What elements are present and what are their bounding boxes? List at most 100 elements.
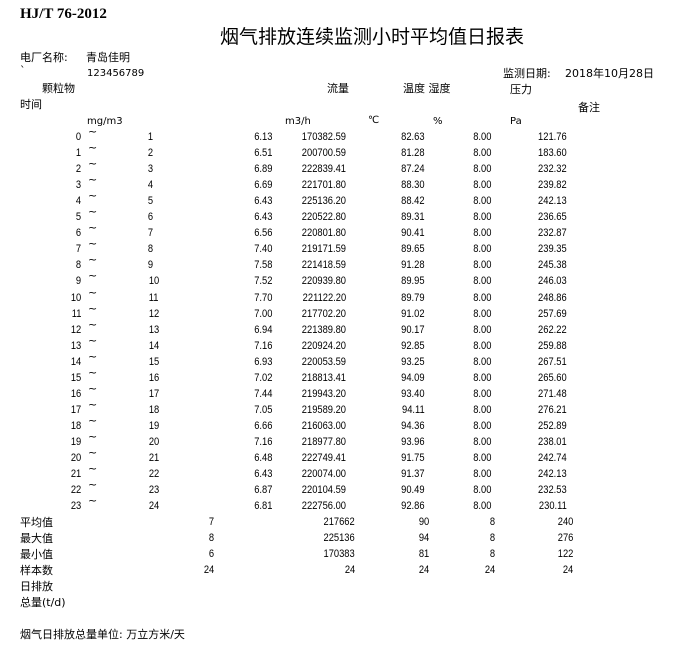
temp-value: 94.09 (401, 371, 425, 384)
hour-end: 23 (148, 484, 160, 497)
hour-start: 9 (75, 275, 81, 288)
pressure-value: 271.48 (538, 387, 567, 400)
summary-value: 276 (557, 532, 573, 544)
pressure-value: 238.01 (538, 435, 567, 448)
hour-end: 24 (148, 500, 160, 513)
humidity-value: 8.00 (472, 147, 491, 160)
summary-value: 24 (344, 564, 355, 576)
hour-start: 3 (75, 179, 81, 192)
flow-value: 220522.80 (301, 211, 346, 224)
summary-label: 样本数 (20, 564, 53, 577)
pressure-value: 252.89 (538, 419, 567, 432)
humidity-value: 8.00 (472, 243, 491, 256)
hour-start: 7 (75, 243, 81, 256)
tilde-separator: ~ (88, 301, 98, 315)
pressure-value: 232.87 (538, 227, 567, 240)
dust-value: 6.56 (253, 227, 272, 240)
temp-value: 92.85 (401, 339, 425, 352)
summary-label: 总量(t/d) (20, 596, 66, 609)
summary-value: 225136 (323, 532, 355, 544)
humidity-value: 8.00 (472, 452, 491, 464)
hour-start: 13 (70, 339, 81, 352)
tilde-separator: ~ (88, 221, 98, 235)
flow-value: 221701.80 (301, 179, 346, 192)
dust-value: 6.93 (253, 355, 272, 368)
plant-name: 青岛佳明 (86, 51, 130, 64)
pressure-value: 262.22 (538, 323, 567, 336)
hour-end: 12 (148, 307, 160, 320)
dust-value: 7.70 (253, 291, 272, 304)
tilde-separator: ~ (88, 285, 98, 299)
hour-start: 19 (70, 435, 81, 448)
humidity-value: 8.00 (472, 403, 491, 416)
dust-value: 7.05 (253, 403, 272, 416)
tilde-separator: ~ (88, 462, 98, 476)
humidity-value: 8.00 (472, 179, 491, 192)
tilde-separator: ~ (88, 349, 98, 363)
flow-value: 218977.80 (301, 435, 346, 448)
temp-value: 81.28 (401, 147, 425, 160)
summary-label: 平均值 (20, 516, 53, 529)
tilde-separator: ~ (88, 253, 98, 267)
header-pressure: 压力 (510, 83, 532, 96)
tilde-separator: ~ (88, 173, 98, 187)
flow-value: 170382.59 (301, 131, 346, 143)
flow-value: 220053.59 (301, 355, 346, 368)
dust-value: 7.44 (253, 387, 272, 400)
flow-value: 216063.00 (301, 419, 346, 432)
humidity-value: 8.00 (472, 339, 491, 352)
mark: ` (20, 64, 26, 77)
tilde-separator: ~ (88, 494, 98, 508)
temp-value: 87.24 (401, 163, 425, 176)
tilde-separator: ~ (88, 333, 98, 347)
hour-start: 4 (75, 195, 81, 208)
hour-end: 17 (148, 387, 160, 400)
temp-value: 92.86 (401, 500, 425, 513)
dust-value: 6.69 (253, 179, 272, 192)
temp-value: 91.02 (401, 307, 425, 320)
humidity-value: 8.00 (472, 435, 491, 448)
temp-value: 89.31 (401, 211, 425, 224)
pressure-value: 242.13 (538, 468, 567, 481)
flow-value: 200700.59 (301, 147, 346, 160)
flow-value: 221389.80 (301, 323, 346, 336)
flow-value: 222749.41 (301, 452, 346, 464)
unit-humidity: % (433, 116, 443, 127)
hour-start: 12 (70, 323, 81, 336)
temp-value: 88.30 (401, 179, 425, 192)
dust-value: 6.89 (253, 163, 272, 176)
summary-value: 24 (203, 564, 214, 576)
hour-end: 10 (148, 275, 160, 288)
temp-value: 89.95 (401, 275, 425, 288)
humidity-value: 8.00 (472, 355, 491, 368)
dust-value: 6.81 (253, 500, 272, 513)
hour-start: 10 (70, 291, 81, 304)
hour-start: 18 (70, 419, 81, 432)
summary-label: 最大值 (20, 532, 53, 545)
hour-end: 13 (148, 323, 160, 336)
humidity-value: 8.00 (472, 307, 491, 320)
humidity-value: 8.00 (472, 323, 491, 336)
dust-value: 6.51 (253, 147, 272, 160)
hour-end: 8 (147, 243, 154, 256)
hour-end: 16 (148, 371, 160, 384)
header-time: 时间 (20, 98, 42, 111)
dust-value: 6.43 (253, 211, 272, 224)
dust-value: 6.87 (253, 484, 272, 497)
hour-end: 6 (147, 211, 154, 224)
humidity-value: 8.00 (472, 131, 491, 143)
hour-end: 20 (148, 435, 160, 448)
flow-value: 222756.00 (301, 500, 346, 513)
flow-value: 221418.59 (301, 259, 346, 272)
summary-value: 7 (208, 516, 214, 528)
hour-end: 2 (147, 147, 154, 160)
summary-value: 81 (418, 548, 429, 560)
summary-value: 8 (208, 532, 214, 544)
header-temp-humidity: 温度 湿度 (403, 82, 451, 95)
dust-value: 7.02 (253, 371, 272, 384)
dust-value: 7.16 (253, 435, 272, 448)
temp-value: 94.11 (402, 403, 425, 416)
flow-value: 222839.41 (301, 163, 346, 176)
summary-value: 170383 (323, 548, 355, 560)
